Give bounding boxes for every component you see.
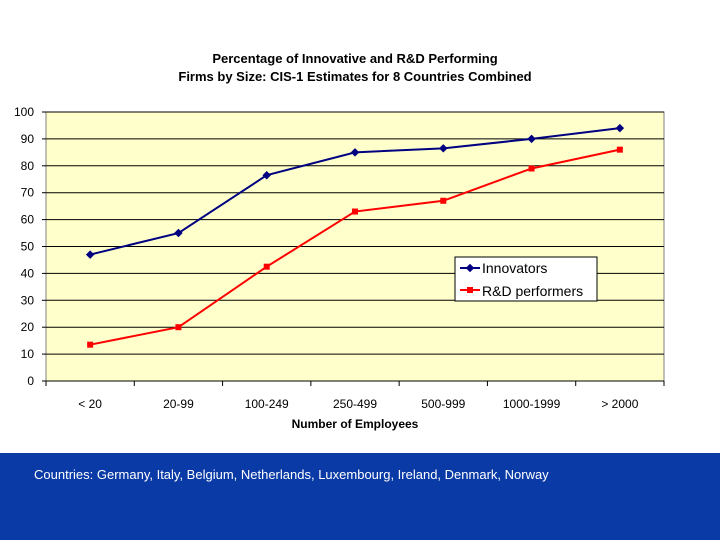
y-tick-label: 70 bbox=[21, 186, 35, 200]
x-tick-label: 20-99 bbox=[163, 397, 194, 411]
data-point bbox=[263, 263, 270, 270]
legend-marker-innovators bbox=[465, 263, 475, 273]
chart-title-line-2: Firms by Size: CIS-1 Estimates for 8 Cou… bbox=[178, 69, 531, 84]
data-point bbox=[439, 144, 448, 153]
y-tick-label: 30 bbox=[21, 293, 35, 307]
y-tick-label: 100 bbox=[14, 105, 34, 119]
y-tick-label: 0 bbox=[27, 374, 34, 388]
y-tick-label: 60 bbox=[21, 213, 35, 227]
data-point bbox=[528, 165, 535, 172]
y-tick-label: 20 bbox=[21, 320, 35, 334]
data-point bbox=[616, 146, 623, 153]
y-tick-label: 50 bbox=[21, 240, 35, 254]
x-tick-label: < 20 bbox=[78, 397, 102, 411]
legend-box bbox=[454, 256, 598, 302]
x-tick-label: 1000-1999 bbox=[503, 397, 561, 411]
legend-marker-rd-performers bbox=[467, 287, 473, 293]
data-point bbox=[262, 170, 271, 180]
x-tick-label: 500-999 bbox=[421, 397, 465, 411]
line-chart: Percentage of Innovative and R&D Perform… bbox=[14, 51, 665, 431]
y-tick-label: 90 bbox=[21, 132, 35, 146]
x-tick-label: 250-499 bbox=[333, 397, 377, 411]
legend-label-innovators: Innovators bbox=[482, 260, 547, 276]
y-tick-label: 40 bbox=[21, 266, 35, 280]
legend: Innovators R&D performers bbox=[454, 256, 598, 302]
data-point bbox=[350, 148, 360, 157]
legend-label-rd-performers: R&D performers bbox=[482, 283, 583, 299]
data-point bbox=[174, 228, 183, 238]
data-point bbox=[85, 250, 95, 259]
x-tick-label: 100-249 bbox=[245, 397, 289, 411]
data-point bbox=[87, 341, 94, 348]
data-point bbox=[352, 208, 358, 215]
data-point bbox=[175, 324, 182, 331]
x-tick-label: > 2000 bbox=[601, 397, 638, 411]
chart-title-line-1: Percentage of Innovative and R&D Perform… bbox=[212, 51, 497, 66]
y-tick-label: 80 bbox=[21, 159, 35, 173]
footer-bar: Countries: Germany, Italy, Belgium, Neth… bbox=[0, 453, 720, 540]
data-point bbox=[440, 197, 447, 204]
x-axis-label: Number of Employees bbox=[292, 417, 419, 431]
y-tick-label: 10 bbox=[21, 347, 35, 361]
footer-text: Countries: Germany, Italy, Belgium, Neth… bbox=[34, 467, 549, 482]
